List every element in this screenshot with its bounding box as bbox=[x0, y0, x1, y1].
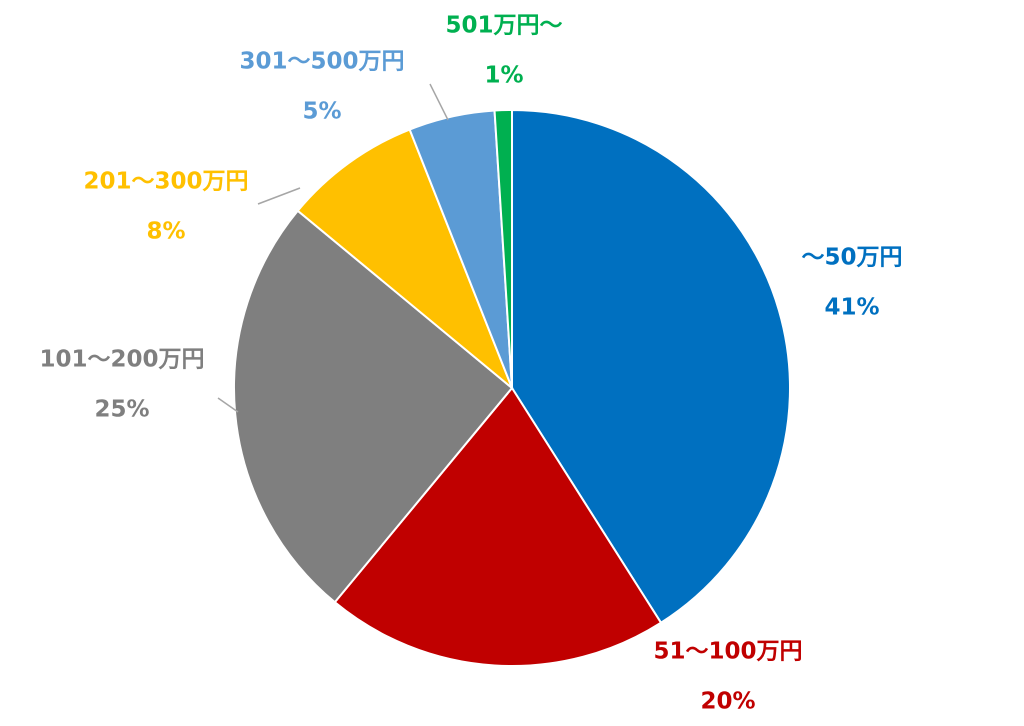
category-label: ～50万円 bbox=[801, 245, 902, 271]
value-label: 1% bbox=[484, 63, 523, 89]
category-label: 51～100万円 bbox=[653, 639, 802, 665]
pie-slice bbox=[296, 128, 513, 389]
value-label: 25% bbox=[94, 397, 149, 423]
value-label: 41% bbox=[824, 295, 879, 321]
pie-slice bbox=[493, 108, 513, 389]
category-label: 301～500万円 bbox=[239, 49, 404, 75]
category-label: 101～200万円 bbox=[39, 347, 204, 373]
category-label: 501万円～ bbox=[445, 13, 562, 39]
category-label: 201～300万円 bbox=[83, 169, 248, 195]
leader-line bbox=[429, 83, 449, 121]
value-label: 8% bbox=[146, 219, 185, 245]
value-label: 20% bbox=[700, 689, 755, 715]
leader-line bbox=[217, 397, 239, 413]
pie-slice bbox=[233, 209, 514, 604]
pie-slice bbox=[333, 386, 663, 667]
value-label: 5% bbox=[302, 99, 341, 125]
pie-slice bbox=[511, 108, 791, 625]
leader-line bbox=[257, 187, 301, 205]
